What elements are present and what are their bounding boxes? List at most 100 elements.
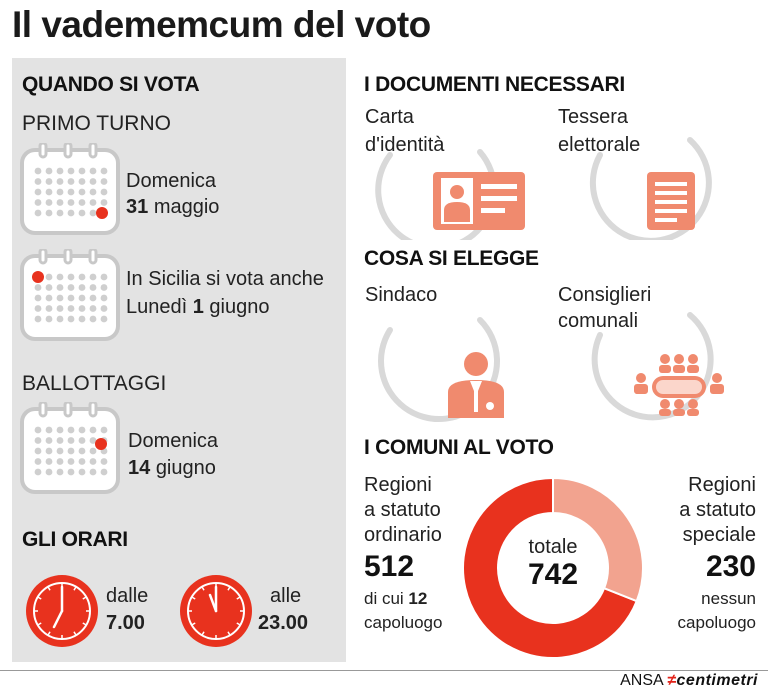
calendar-day-dot: [67, 447, 75, 455]
doc2-line1: Tessera: [558, 106, 629, 128]
calendar-day-dot: [34, 167, 42, 175]
calendar-day-dot: [45, 458, 53, 465]
footer-sub-a: ≠: [667, 672, 677, 689]
calendar-day-dot: [89, 437, 97, 444]
footer-sub-b: centimetri: [676, 672, 758, 689]
calendar-day-dot: [89, 447, 97, 455]
calendar-day-dot: [89, 199, 97, 206]
id-card-icon: [433, 172, 525, 230]
quando-heading: QUANDO SI VOTA: [22, 73, 200, 96]
elegge-heading: COSA SI ELEGGE: [364, 247, 539, 270]
calendar-day-dot: [100, 305, 108, 312]
calendar-day-dot: [78, 167, 86, 175]
clock-tick: [37, 622, 42, 626]
calendar-day-dot: [78, 426, 86, 434]
calendar-day-dot: [78, 178, 86, 185]
clock-tick: [73, 586, 77, 591]
calendar-day-dot: [100, 178, 108, 185]
calendar-day-dot: [56, 188, 64, 196]
calendar-day-dot: [45, 178, 53, 185]
calendar-day-dot: [67, 284, 75, 291]
calendar-day-dot: [56, 426, 64, 434]
calendar-day-dot: [45, 315, 53, 323]
calendar-day-dot: [45, 294, 53, 302]
clock-tick: [73, 631, 77, 636]
calendar-day-dot: [34, 315, 42, 323]
speciale-label-2: a statuto: [679, 499, 756, 521]
calendar-day-dot: [34, 199, 42, 206]
date3-line1: Domenica: [128, 430, 219, 452]
ordinario-note-num: 12: [408, 589, 428, 608]
calendar-day-dot: [56, 437, 64, 444]
calendar-day-dot: [34, 437, 42, 444]
item2-line2: comunali: [558, 310, 639, 332]
doc1-line1: Carta: [365, 106, 414, 128]
calendar-day-dot: [56, 305, 64, 312]
date1-line1: Domenica: [126, 170, 217, 192]
to-time: 23.00: [258, 612, 309, 634]
clock-icon: [26, 575, 98, 647]
to-label: alle: [270, 585, 302, 607]
calendar-day-dot: [78, 468, 86, 476]
calendar-day-dot: [56, 284, 64, 291]
comuni-donut-chart: [462, 476, 644, 659]
calendar-day-dot: [78, 305, 86, 312]
calendar-day-dot: [45, 167, 53, 175]
calendar-day-dot: [34, 458, 42, 465]
item2-line1: Consiglieri: [558, 284, 652, 306]
calendar-day-dot: [67, 458, 75, 465]
calendar-icon: [20, 143, 120, 235]
calendar-day-dot: [100, 294, 108, 302]
calendar-day-dot: [34, 468, 42, 476]
calendar-day-dot: [45, 437, 53, 444]
clock-tick: [37, 596, 42, 600]
calendar-day-dot: [89, 178, 97, 185]
calendar-day-dot: [34, 188, 42, 196]
calendar-day-dot: [45, 447, 53, 455]
calendar-day-dot: [89, 167, 97, 175]
clock-tick: [201, 586, 205, 591]
calendar-day-dot: [34, 178, 42, 185]
clock-tick: [236, 622, 241, 626]
from-time: 7.00: [106, 612, 145, 634]
calendar-day-dot: [56, 199, 64, 206]
calendar-day-dot: [45, 426, 53, 434]
calendar-day-dot: [78, 199, 86, 206]
calendar-day-dot: [100, 167, 108, 175]
calendar-day-dot: [67, 199, 75, 206]
ballottaggi-label: BALLOTTAGGI: [22, 372, 167, 395]
calendar-day-dot: [56, 273, 64, 281]
calendar-day-dot: [45, 273, 53, 281]
clock-tick: [47, 586, 51, 591]
calendar-day-dot: [34, 447, 42, 455]
calendar-day-dot: [45, 305, 53, 312]
calendar-icon: [20, 249, 120, 341]
calendar-day-dot: [45, 468, 53, 476]
calendar-day-dot: [34, 209, 42, 217]
ordinario-label-1: Regioni: [364, 474, 432, 496]
calendar-day-dot: [89, 315, 97, 323]
calendar-day-dot: [78, 447, 86, 455]
date2-line2: Lunedì 1 giugno: [126, 294, 269, 320]
calendar-day-dot: [89, 294, 97, 302]
ordinario-label-2: a statuto: [364, 499, 441, 521]
speciale-note-2: capoluogo: [677, 613, 756, 632]
date1-line2: 31 maggio: [126, 194, 219, 220]
calendar-day-dot: [100, 468, 108, 476]
footer-brand: ANSA: [620, 672, 663, 689]
calendar-day-dot: [100, 188, 108, 196]
doc1-line2: d'identità: [365, 134, 445, 156]
council-icon: [634, 354, 724, 416]
calendar-day-dot: [100, 426, 108, 434]
calendar-day-dot: [100, 273, 108, 281]
calendar-day-dot: [45, 284, 53, 291]
speciale-label-1: Regioni: [688, 474, 756, 496]
slice-speciale: [552, 476, 644, 603]
calendar-day-dot: [78, 458, 86, 465]
calendar-day-dot: [67, 209, 75, 217]
slice-ordinario: [462, 476, 638, 659]
page-title: Il vadememcum del voto: [12, 4, 431, 45]
calendar-day-dot: [67, 178, 75, 185]
clock-tick: [227, 586, 231, 591]
calendar-day-dot: [78, 209, 86, 217]
